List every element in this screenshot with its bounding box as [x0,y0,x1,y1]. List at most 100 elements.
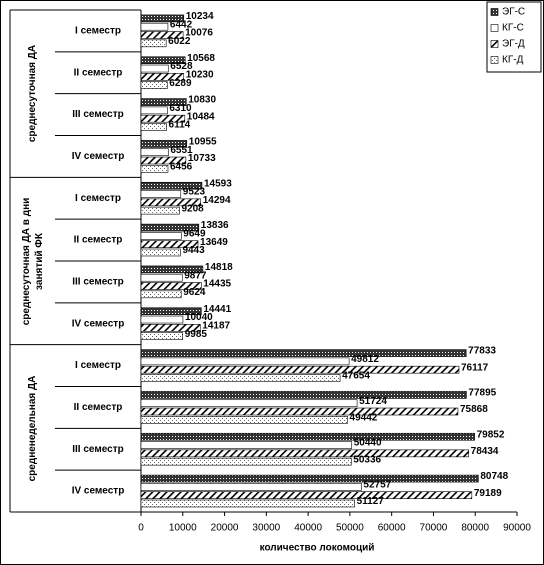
data-label: 80748 [480,471,508,482]
bar [140,31,184,39]
y-tick-label: II семестр [74,67,123,78]
y-tick-label: IV семестр [72,318,125,329]
bar [140,14,185,23]
data-label: 51724 [359,396,387,407]
bar [140,282,202,290]
bar [140,457,352,466]
legend-label: КГ-С [502,23,524,34]
bar [140,223,200,232]
bar [140,332,184,340]
bar [140,499,355,508]
group-label: средненедельная ДА [27,375,39,482]
legend-label: ЭГ-С [502,7,525,18]
group-label: среднесуточная ДА [27,45,39,143]
data-label: 10484 [187,111,215,122]
data-label: 14818 [205,262,233,273]
x-tick-label: 10000 [169,523,197,534]
bar [140,39,167,48]
x-tick-label: 60000 [378,523,406,534]
data-label: 9649 [183,229,206,240]
bar [140,315,184,324]
data-label: 75868 [460,404,488,415]
data-label: 14435 [203,279,231,290]
data-label: 6442 [170,19,193,30]
data-label: 50336 [353,454,381,465]
data-label: 49812 [351,354,379,365]
data-label: 10234 [186,11,214,22]
y-tick-label: III семестр [72,277,124,288]
data-label: 9523 [183,187,206,198]
data-label: 78434 [471,446,499,457]
data-label: 79852 [477,429,505,440]
bar [140,273,183,282]
y-tick-label: I семестр [75,360,121,371]
bar [140,265,204,274]
legend-swatch [490,40,499,48]
data-label: 10830 [188,95,216,106]
data-label: 47654 [342,371,370,382]
x-tick-label: 20000 [211,523,239,534]
bar [140,232,182,240]
bar [140,22,169,31]
bar [140,365,460,374]
data-label: 14441 [203,304,231,315]
data-label: 79189 [474,488,502,499]
data-label: 10733 [188,153,216,164]
data-label: 14593 [204,178,232,189]
bar [140,357,350,366]
data-label: 6528 [170,61,193,72]
bar [140,98,187,106]
x-tick-label: 70000 [420,523,448,534]
y-tick-label: I семестр [75,193,121,204]
data-label: 51127 [357,496,385,507]
data-label: 14294 [203,195,231,206]
x-axis-title: количество локомоций [260,543,375,554]
y-tick-label: III семестр [72,444,124,455]
bar [140,307,202,316]
data-label: 77895 [468,388,496,399]
bar [140,449,469,458]
x-tick-label: 90000 [503,523,531,534]
data-label: 6456 [170,161,193,172]
legend-label: КГ-Д [502,55,524,66]
y-tick-label: IV семестр [72,486,125,497]
data-label: 14187 [202,320,230,331]
bar [140,483,362,491]
y-tick-label: IV семестр [72,151,125,162]
bar [140,432,475,441]
data-label: 6289 [169,78,192,89]
data-label: 13836 [201,220,229,231]
bar [140,491,473,499]
bar [140,349,467,357]
bar [140,81,168,89]
data-label: 9443 [182,245,205,256]
bar [140,181,203,190]
y-tick-label: II семестр [74,402,123,413]
y-tick-label: II семестр [74,235,123,246]
data-label: 10230 [186,69,214,80]
data-label: 10040 [185,312,213,323]
data-label: 50440 [354,438,382,449]
bar [140,114,186,123]
data-label: 76117 [461,362,489,373]
data-label: 9877 [184,270,207,281]
bar [140,399,358,408]
x-tick-label: 30000 [252,523,280,534]
data-label: 6022 [168,36,191,47]
data-label: 9208 [181,203,204,214]
bar [140,407,459,416]
bar [140,416,348,424]
bar [140,474,479,483]
legend-swatch [490,24,499,32]
bar [140,324,201,332]
data-label: 52757 [363,480,391,491]
bar [140,56,186,65]
bar [140,290,182,299]
data-label: 77833 [468,346,496,357]
data-label: 13649 [200,237,228,248]
data-label: 9624 [183,287,206,298]
bar [140,248,181,257]
legend-swatch [490,56,499,64]
